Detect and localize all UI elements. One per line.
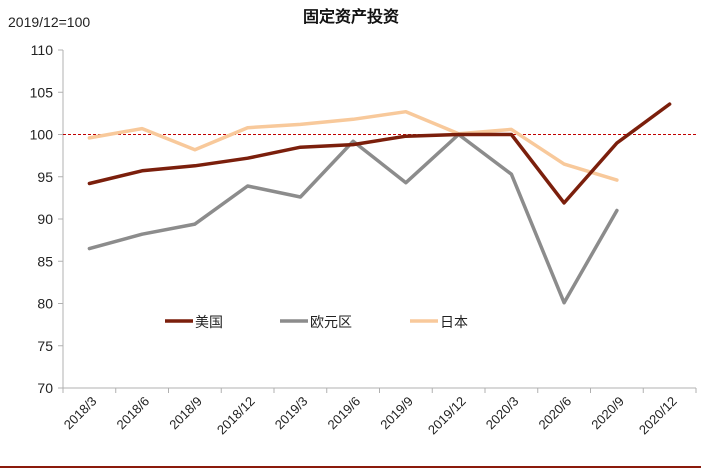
legend-label: 美国 xyxy=(195,315,223,331)
y-tick-label: 105 xyxy=(30,84,54,100)
y-tick-label: 85 xyxy=(37,253,53,269)
legend-label: 日本 xyxy=(440,315,468,331)
y-tick-label: 90 xyxy=(37,211,53,227)
x-tick-label: 2018/9 xyxy=(166,394,205,433)
y-tick-label: 100 xyxy=(30,127,54,143)
y-tick-label: 95 xyxy=(37,169,53,185)
series-line xyxy=(87,102,672,205)
x-tick-label: 2020/9 xyxy=(588,394,627,433)
y-tick-label: 110 xyxy=(31,42,54,58)
x-tick-label: 2020/3 xyxy=(483,394,522,433)
legend: 美国 欧元区 日本 xyxy=(165,315,468,331)
chart-title: 固定资产投资 xyxy=(303,7,399,26)
x-tick-label: 2019/6 xyxy=(325,394,364,433)
x-tick-label: 2020/6 xyxy=(536,394,575,433)
x-tick-label: 2018/12 xyxy=(214,394,258,438)
bottom-border xyxy=(0,466,701,468)
x-tick-label: 2020/12 xyxy=(636,394,680,438)
series-line xyxy=(87,132,619,305)
unit-label: 2019/12=100 xyxy=(8,14,90,30)
x-tick-label: 2018/3 xyxy=(61,394,100,433)
x-tick-label: 2019/3 xyxy=(272,394,311,433)
series-line xyxy=(87,109,619,182)
x-tick-label: 2019/9 xyxy=(377,394,416,433)
series-lines xyxy=(87,102,672,305)
x-tick-label: 2018/6 xyxy=(114,394,153,433)
legend-label: 欧元区 xyxy=(310,315,352,331)
y-tick-label: 75 xyxy=(37,338,53,354)
y-tick-label: 70 xyxy=(37,380,53,396)
y-tick-label: 80 xyxy=(37,296,53,312)
x-tick-label: 2019/12 xyxy=(425,394,469,438)
